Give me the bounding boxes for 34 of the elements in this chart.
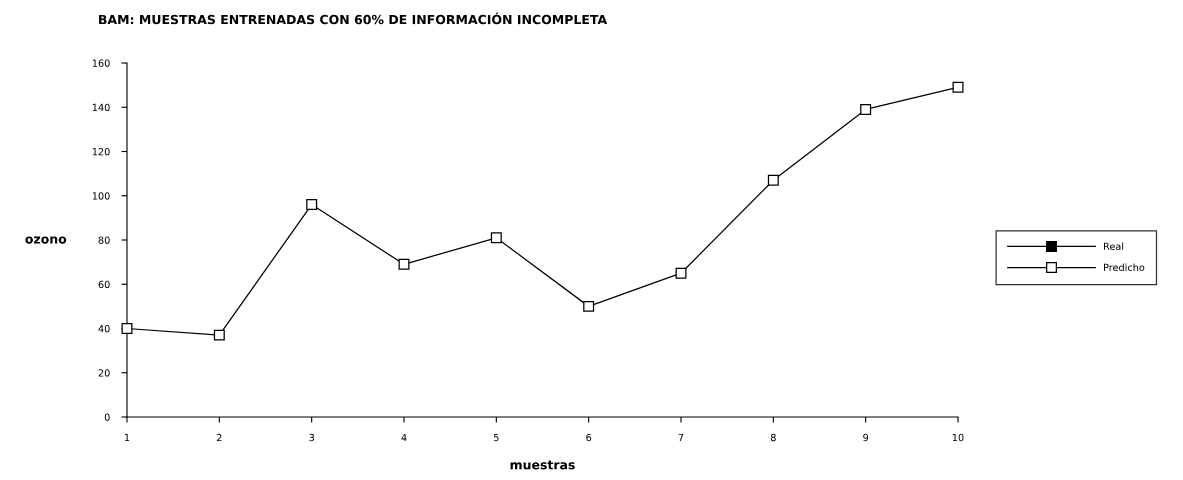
point bbox=[767, 174, 779, 186]
y-tick-label: 80 bbox=[98, 236, 110, 244]
x-tick-label: 3 bbox=[309, 433, 314, 442]
y-tick-label: 140 bbox=[92, 103, 110, 112]
text: Predicho bbox=[1104, 263, 1145, 272]
y-tick-label: 60 bbox=[98, 280, 110, 289]
x-tick-label: 8 bbox=[770, 433, 776, 442]
point bbox=[675, 267, 687, 279]
point bbox=[952, 81, 964, 93]
point bbox=[121, 323, 133, 334]
x-tick-label: 2 bbox=[216, 433, 222, 442]
y-tick-label: 100 bbox=[92, 192, 110, 200]
point bbox=[583, 300, 595, 312]
x-axis-title: muestras bbox=[510, 460, 575, 470]
y-tick-label: 120 bbox=[92, 147, 110, 156]
x-tick-label: 5 bbox=[493, 433, 499, 442]
chart-title: BAM: MUESTRAS ENTRENADAS CON 60% DE INFORMACIÓN INCOMPLETA bbox=[99, 12, 608, 25]
point bbox=[490, 232, 502, 244]
point bbox=[398, 258, 410, 270]
y-axis-title: ozono bbox=[25, 236, 67, 244]
x-tick-label: 10 bbox=[952, 433, 964, 442]
y-tick-label: 20 bbox=[98, 369, 110, 377]
y-tick-label: 160 bbox=[92, 59, 110, 67]
x-tick-label: 9 bbox=[863, 433, 869, 442]
x-tick-label: 1 bbox=[124, 433, 130, 442]
point bbox=[306, 199, 318, 211]
y-tick-label: 40 bbox=[98, 324, 110, 333]
point bbox=[213, 329, 225, 341]
y-tick-label: 0 bbox=[104, 413, 110, 421]
x-tick-label: 7 bbox=[678, 433, 684, 442]
legend-label: Real bbox=[1104, 242, 1124, 250]
x-tick-label: 4 bbox=[401, 433, 407, 442]
x-tick-label: 6 bbox=[586, 433, 592, 442]
point bbox=[860, 103, 872, 115]
